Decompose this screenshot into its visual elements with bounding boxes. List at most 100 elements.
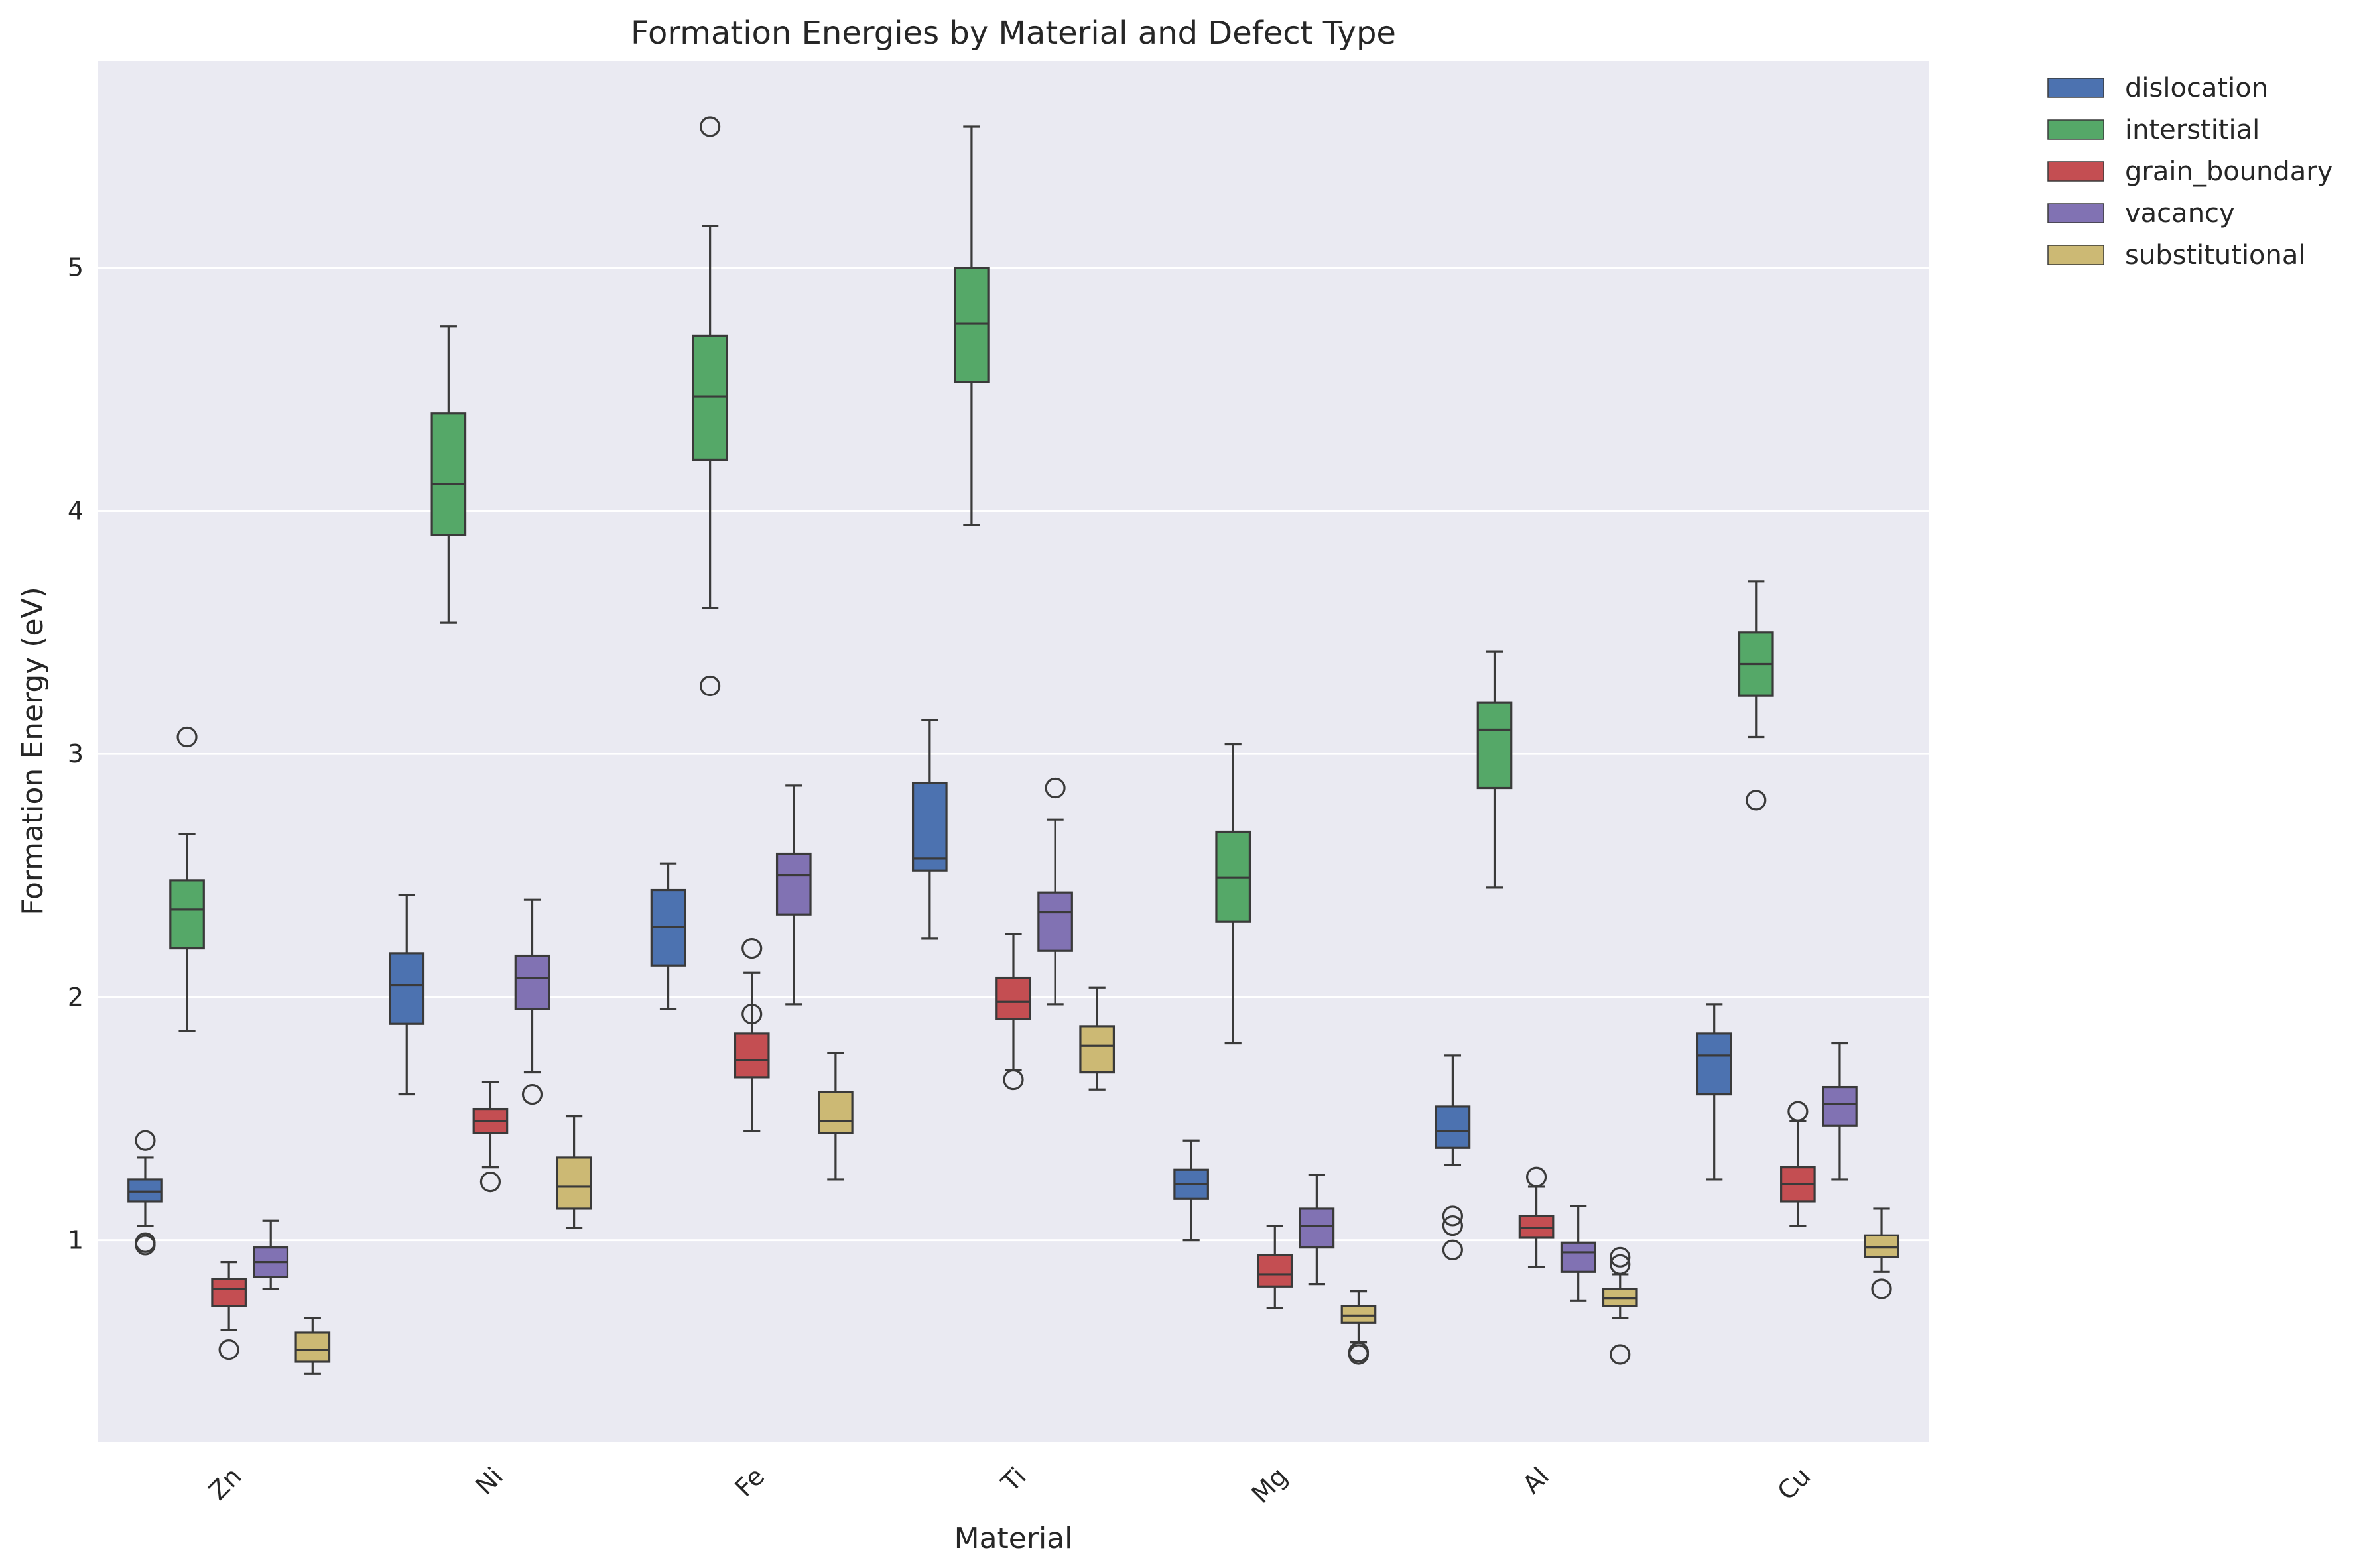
- x-tick-label: Zn: [203, 1461, 247, 1506]
- iqr-box: [1518, 1215, 1555, 1239]
- outlier-point: [1871, 1278, 1892, 1299]
- box-mg-grain-boundary: [1257, 1225, 1293, 1309]
- legend-label: grain_boundary: [2125, 156, 2333, 187]
- iqr-box: [1340, 1305, 1377, 1324]
- x-tick-label: Mg: [1246, 1461, 1293, 1508]
- box-ni-grain-boundary: [472, 1081, 509, 1193]
- outlier-point: [1787, 1101, 1809, 1122]
- iqr-box: [294, 1331, 331, 1363]
- box-zn-dislocation: [127, 1130, 163, 1256]
- iqr-box: [1602, 1288, 1638, 1307]
- box-fe-interstitial: [692, 116, 728, 697]
- legend-label: dislocation: [2125, 73, 2268, 103]
- box-fe-vacancy: [775, 784, 812, 1006]
- legend-swatch: [2047, 119, 2104, 140]
- y-tick-label: 5: [68, 253, 84, 282]
- y-axis-label: Formation Energy (eV): [16, 587, 50, 916]
- iqr-box: [430, 412, 467, 536]
- box-cu-dislocation: [1696, 1003, 1732, 1181]
- box-zn-interstitial: [169, 726, 205, 1032]
- box-al-dislocation: [1435, 1054, 1471, 1260]
- outlier-point: [741, 937, 763, 959]
- box-mg-vacancy: [1299, 1174, 1335, 1286]
- y-tick-labels: 1 2 3 4 5: [68, 253, 84, 1255]
- box-cu-substitutional: [1864, 1207, 1899, 1299]
- box-ni-vacancy: [514, 898, 550, 1105]
- legend-item-interstitial: interstitial: [2047, 115, 2260, 145]
- box-fe-grain-boundary: [734, 937, 770, 1132]
- x-tick-label: Ni: [470, 1461, 509, 1500]
- iqr-box: [1435, 1105, 1471, 1149]
- iqr-box: [1257, 1254, 1293, 1288]
- x-tick-label: Ti: [995, 1461, 1032, 1498]
- box-mg-dislocation: [1173, 1139, 1209, 1242]
- box-ni-interstitial: [430, 325, 467, 624]
- iqr-box: [211, 1278, 247, 1307]
- outlier-point: [1746, 790, 1767, 811]
- iqr-box: [1079, 1025, 1116, 1074]
- iqr-box: [1822, 1085, 1858, 1127]
- legend-label: interstitial: [2125, 115, 2260, 145]
- legend-item-grain-boundary: grain_boundary: [2047, 156, 2333, 187]
- x-tick-label: Cu: [1772, 1461, 1817, 1506]
- legend-label: substitutional: [2125, 240, 2306, 271]
- boxes-layer: [127, 116, 1899, 1375]
- outlier-point: [1442, 1215, 1463, 1236]
- box-fe-substitutional: [818, 1052, 854, 1181]
- outlier-point: [521, 1083, 543, 1105]
- iqr-box: [692, 334, 728, 461]
- outlier-point: [1003, 1069, 1024, 1091]
- iqr-box: [556, 1156, 592, 1210]
- iqr-box: [911, 782, 948, 872]
- iqr-box: [1696, 1032, 1732, 1096]
- iqr-box: [389, 952, 425, 1025]
- outlier-point: [1045, 777, 1066, 799]
- legend-item-dislocation: dislocation: [2047, 73, 2268, 103]
- x-tick-labels: Zn Ni Fe Ti Mg Al Cu: [203, 1461, 1816, 1508]
- box-ti-substitutional: [1079, 986, 1116, 1091]
- box-ni-dislocation: [389, 894, 425, 1096]
- box-al-interstitial: [1476, 650, 1513, 889]
- legend-label: vacancy: [2125, 198, 2235, 229]
- box-cu-vacancy: [1822, 1042, 1858, 1181]
- box-fe-dislocation: [650, 862, 686, 1010]
- outlier-point: [135, 1232, 156, 1253]
- box-cu-interstitial: [1738, 580, 1774, 811]
- iqr-box: [1864, 1234, 1899, 1258]
- iqr-box: [995, 976, 1031, 1020]
- iqr-box: [1215, 830, 1251, 923]
- legend-swatch: [2047, 78, 2104, 98]
- y-tick-label: 4: [68, 496, 84, 525]
- box-zn-substitutional: [294, 1317, 331, 1375]
- box-ti-vacancy: [1037, 777, 1073, 1006]
- outlier-point: [218, 1339, 239, 1360]
- y-tick-label: 1: [68, 1226, 84, 1255]
- iqr-box: [818, 1091, 854, 1134]
- outlier-point: [700, 116, 721, 137]
- x-tick-label: Fe: [730, 1461, 771, 1502]
- box-al-substitutional: [1602, 1246, 1638, 1365]
- outlier-point: [741, 1003, 763, 1025]
- iqr-box: [169, 879, 205, 950]
- outlier-point: [1348, 1341, 1370, 1362]
- chart-title: Formation Energies by Material and Defec…: [631, 15, 1396, 52]
- legend-item-substitutional: substitutional: [2047, 240, 2306, 271]
- box-mg-interstitial: [1215, 743, 1251, 1045]
- box-al-vacancy: [1560, 1205, 1596, 1302]
- box-mg-substitutional: [1340, 1290, 1377, 1365]
- box-ti-dislocation: [911, 719, 948, 940]
- legend-swatch: [2047, 161, 2104, 182]
- box-ni-substitutional: [556, 1115, 592, 1229]
- legend-item-vacancy: vacancy: [2047, 198, 2235, 229]
- box-cu-grain-boundary: [1780, 1101, 1816, 1227]
- iqr-box: [650, 888, 686, 967]
- box-al-grain-boundary: [1518, 1166, 1555, 1268]
- legend: dislocation interstitial grain_boundaryvac…: [2047, 73, 2333, 271]
- box-ti-grain-boundary: [995, 932, 1031, 1091]
- outlier-point: [1525, 1166, 1547, 1187]
- iqr-box: [1299, 1207, 1335, 1249]
- iqr-box: [1560, 1241, 1596, 1273]
- y-tick-label: 2: [68, 983, 84, 1012]
- x-axis-label: Material: [954, 1522, 1073, 1555]
- legend-swatch: [2047, 203, 2104, 223]
